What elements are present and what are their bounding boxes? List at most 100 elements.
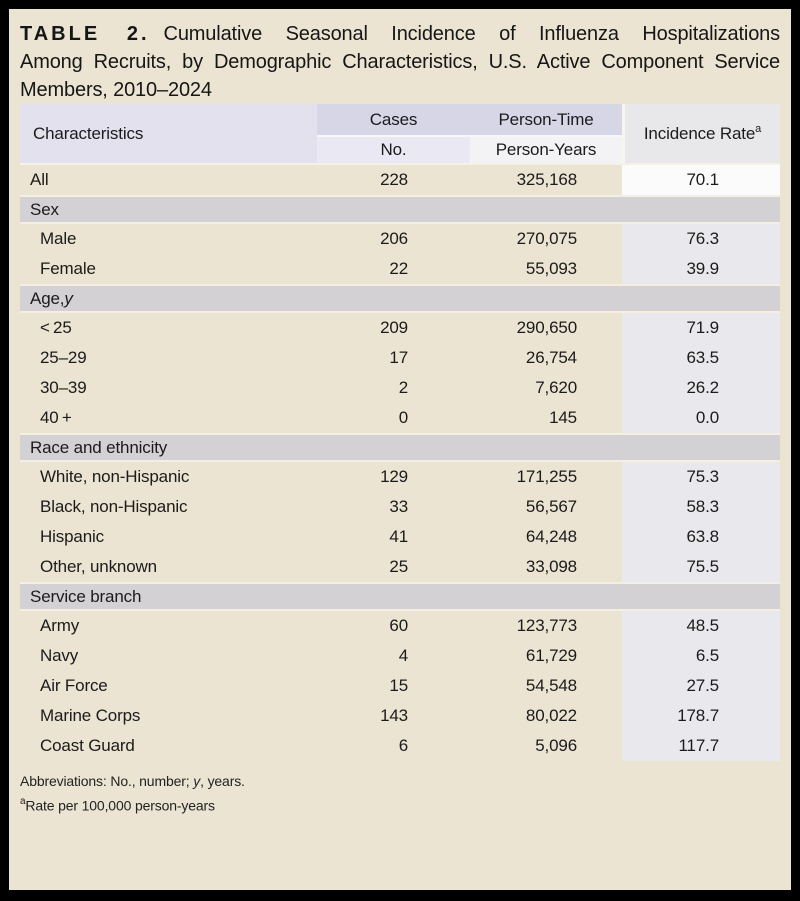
footnote-abbreviations: Abbreviations: No., number; y, years.	[20, 770, 780, 792]
incidence-rate-value: 58.3	[622, 492, 780, 522]
section-label-italic: y	[64, 288, 73, 308]
table-row-navy: Navy 4 61,729 6.5	[20, 641, 780, 671]
section-header-race-ethnicity: Race and ethnicity	[20, 433, 780, 462]
cases-value: 6	[398, 736, 408, 755]
incidence-rate-value: 27.5	[622, 671, 780, 701]
table-title: TABLE 2. Cumulative Seasonal Incidence of…	[20, 20, 780, 104]
person-years-value: 80,022	[525, 706, 577, 725]
table-row-marine-corps: Marine Corps 143 80,022 178.7	[20, 701, 780, 731]
cases-value: 0	[398, 408, 408, 427]
rate-definition-text: Rate per 100,000 person-years	[25, 797, 215, 814]
table-row-male: Male 206 270,075 76.3	[20, 224, 780, 254]
col-group-header-cases: Cases	[317, 104, 470, 137]
person-years-value: 171,255	[516, 467, 578, 486]
table-row-all: All 228 325,168 70.1	[20, 165, 780, 195]
row-label: Coast Guard	[40, 736, 135, 755]
row-label: Hispanic	[40, 527, 104, 546]
incidence-rate-value: 48.5	[622, 611, 780, 641]
section-label: Age,	[30, 288, 65, 308]
col-header-characteristics: Characteristics	[20, 104, 317, 163]
col-header-incidence-rate: Incidence Rate a	[622, 104, 780, 163]
section-header-sex: Sex	[20, 195, 780, 224]
cases-value: 129	[380, 467, 408, 486]
title-line-3: Members, 2010–2024	[20, 79, 212, 101]
cases-value: 22	[389, 259, 408, 278]
incidence-rate-value: 178.7	[622, 701, 780, 731]
table-row-under-25: < 25 209 290,650 71.9	[20, 313, 780, 343]
section-header-service-branch: Service branch	[20, 582, 780, 611]
incidence-rate-value: 26.2	[622, 373, 780, 403]
person-years-value: 145	[549, 408, 577, 427]
table-row-black-non-hispanic: Black, non-Hispanic 33 56,567 58.3	[20, 492, 780, 522]
incidence-rate-value: 63.8	[622, 522, 780, 552]
footnotes: Abbreviations: No., number; y, years. aR…	[20, 770, 780, 817]
row-label: White, non-Hispanic	[40, 467, 190, 486]
table-row-white-non-hispanic: White, non-Hispanic 129 171,255 75.3	[20, 462, 780, 492]
person-years-value: 325,168	[516, 170, 578, 189]
incidence-rate-value: 117.7	[622, 731, 780, 761]
person-years-value: 54,548	[525, 676, 577, 695]
page-background: TABLE 2. Cumulative Seasonal Incidence of…	[9, 9, 791, 890]
incidence-rate-value: 6.5	[622, 641, 780, 671]
row-label: Army	[40, 616, 80, 635]
title-line-2: Among Recruits, by Demographic Character…	[20, 51, 780, 73]
section-header-age: Age, y	[20, 284, 780, 313]
person-years-value: 61,729	[525, 646, 577, 665]
person-years-value: 55,093	[525, 259, 577, 278]
table-row-hispanic: Hispanic 41 64,248 63.8	[20, 522, 780, 552]
cases-value: 2	[398, 378, 408, 397]
person-years-value: 56,567	[525, 497, 577, 516]
table-number-label: TABLE 2.	[20, 23, 150, 45]
table-row-40-plus: 40 + 0 145 0.0	[20, 403, 780, 433]
incidence-rate-value: 71.9	[622, 313, 780, 343]
incidence-rate-value: 70.1	[622, 165, 780, 195]
abbreviations-suffix: , years.	[200, 773, 245, 789]
person-years-value: 5,096	[535, 736, 577, 755]
col-subheader-no: No.	[317, 137, 470, 163]
footnote-marker-a: a	[20, 796, 26, 807]
person-years-value: 26,754	[525, 348, 577, 367]
cases-value: 25	[389, 557, 408, 576]
section-label: Service branch	[30, 586, 142, 606]
table-row-coast-guard: Coast Guard 6 5,096 117.7	[20, 731, 780, 761]
table-row-air-force: Air Force 15 54,548 27.5	[20, 671, 780, 701]
row-label: 30–39	[40, 378, 87, 397]
section-label: Sex	[30, 199, 59, 219]
title-line-1-text: Cumulative Seasonal Incidence of Influen…	[163, 23, 781, 45]
table-row-30-39: 30–39 2 7,620 26.2	[20, 373, 780, 403]
cases-value: 17	[389, 348, 408, 367]
col-subheader-person-years: Person-Years	[470, 137, 622, 163]
incidence-rate-value: 75.3	[622, 462, 780, 492]
cases-value: 15	[389, 676, 408, 695]
row-label: Air Force	[40, 676, 108, 695]
incidence-rate-value: 63.5	[622, 343, 780, 373]
row-label: < 25	[40, 318, 72, 337]
incidence-table: Characteristics Cases Person-Time No. Pe…	[20, 104, 780, 761]
table-row-female: Female 22 55,093 39.9	[20, 254, 780, 284]
title-line-1: TABLE 2. Cumulative Seasonal Incidence of…	[20, 20, 780, 48]
table-row-other-unknown: Other, unknown 25 33,098 75.5	[20, 552, 780, 582]
row-label: Female	[40, 259, 96, 278]
table-row-25-29: 25–29 17 26,754 63.5	[20, 343, 780, 373]
person-years-value: 64,248	[525, 527, 577, 546]
section-label: Race and ethnicity	[30, 437, 168, 457]
incidence-rate-value: 76.3	[622, 224, 780, 254]
incidence-rate-label: Incidence Rate	[643, 123, 756, 143]
cases-value: 4	[398, 646, 408, 665]
cases-value: 209	[380, 318, 408, 337]
row-label: All	[30, 170, 49, 189]
cases-value: 228	[380, 170, 408, 189]
incidence-rate-value: 0.0	[622, 403, 780, 433]
row-label: Marine Corps	[40, 706, 141, 725]
row-label: 40 +	[40, 408, 72, 427]
row-label: 25–29	[40, 348, 87, 367]
incidence-rate-value: 39.9	[622, 254, 780, 284]
incidence-rate-value: 75.5	[622, 552, 780, 582]
col-group-header-person-time: Person-Time	[470, 104, 622, 137]
row-label: Male	[40, 229, 77, 248]
cases-value: 60	[389, 616, 408, 635]
person-years-value: 123,773	[516, 616, 578, 635]
cases-value: 33	[389, 497, 408, 516]
cases-value: 41	[389, 527, 408, 546]
